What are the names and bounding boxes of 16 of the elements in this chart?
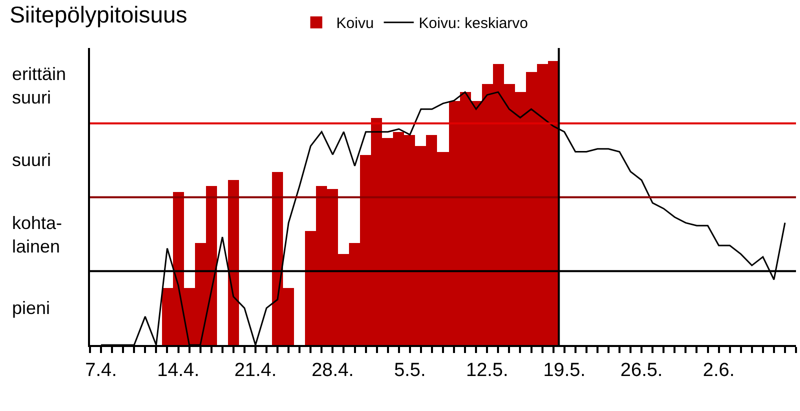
legend-label: Koivu bbox=[336, 15, 374, 32]
text: suuri bbox=[12, 150, 52, 170]
chart-title: Siitepölypitoisuus bbox=[10, 1, 188, 28]
x-tick-label: 7.4. bbox=[85, 360, 117, 381]
x-tick-label: 2.6. bbox=[702, 360, 735, 381]
x-tick-label: 26.5. bbox=[620, 360, 663, 381]
x-tick-label: 12.5. bbox=[466, 360, 508, 381]
text: erittäin suuri bbox=[12, 64, 66, 108]
x-tick-label: 21.4. bbox=[234, 360, 277, 381]
x-tick-label: 28.4. bbox=[312, 360, 354, 381]
legend-label: Koivu: keskiarvo bbox=[418, 15, 528, 32]
text: kohta- lainen bbox=[12, 213, 62, 256]
text: pieni bbox=[12, 298, 50, 318]
x-tick-label: 14.4. bbox=[157, 360, 200, 381]
x-tick-label: 5.5. bbox=[394, 360, 426, 381]
x-tick-label: 19.5. bbox=[543, 360, 586, 381]
